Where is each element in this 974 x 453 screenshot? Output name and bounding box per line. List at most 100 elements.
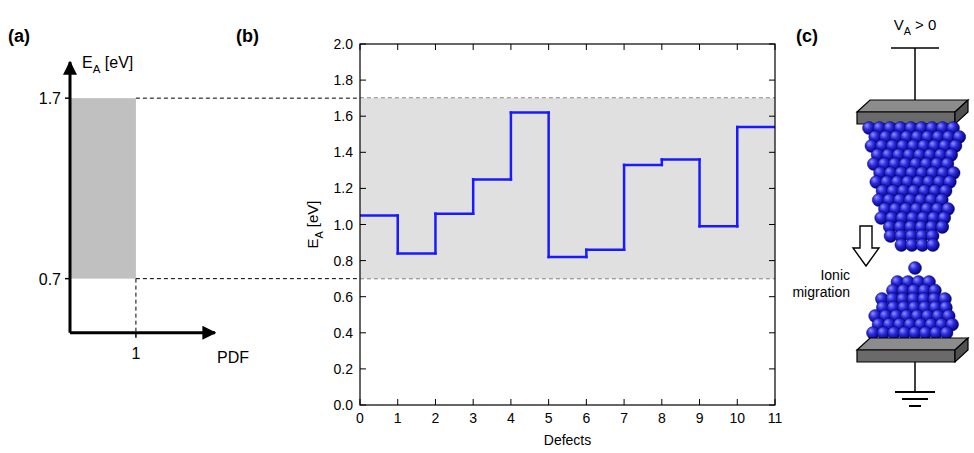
- step-riser: [698, 160, 701, 227]
- y-tick-label: 0.2: [334, 361, 354, 377]
- ground-symbol: [909, 405, 921, 407]
- y-tick-label: 1.4: [334, 144, 354, 160]
- x-tick-label: 7: [620, 410, 628, 426]
- x-tick-label: 4: [507, 410, 515, 426]
- step-segment: [737, 126, 775, 129]
- x-tick: [737, 44, 738, 50]
- arrow-label-line: Ionic: [820, 267, 850, 283]
- x-tick: [661, 44, 662, 50]
- x-tick-label: 3: [469, 410, 477, 426]
- y-tick: [360, 332, 366, 333]
- y-tick: [65, 278, 70, 280]
- y-tick-label: 0.4: [334, 325, 354, 341]
- y-tick: [769, 80, 775, 81]
- x-tick: [510, 399, 511, 405]
- y-tick-label: 1.0: [334, 217, 354, 233]
- x-tick: [360, 44, 361, 50]
- y-tick: [360, 116, 366, 117]
- arrow-label: Ionicmigration: [792, 267, 850, 300]
- x-tick: [135, 333, 137, 338]
- ground-wire: [914, 362, 916, 392]
- arrow-label-line: migration: [792, 284, 850, 300]
- y-axis-title-suffix: [eV]: [304, 200, 321, 231]
- x-tick: [586, 44, 587, 50]
- terminal-wire: [914, 48, 916, 100]
- step-segment: [662, 158, 700, 161]
- x-tick: [775, 399, 776, 405]
- plate-top: [857, 100, 968, 112]
- panel-a: (a)0.71.71EA [eV]PDF: [8, 26, 249, 366]
- y-axis-title: EA [eV]: [82, 54, 133, 75]
- y-tick-label: 0.0: [334, 397, 354, 413]
- x-tick-label: 1: [394, 410, 402, 426]
- y-axis-title-base: E: [304, 239, 321, 249]
- y-tick: [769, 368, 775, 369]
- x-tick-label: 2: [432, 410, 440, 426]
- step-segment: [473, 178, 511, 181]
- plate-side: [955, 338, 968, 362]
- step-segment: [624, 164, 662, 167]
- filament-bottom: [867, 276, 959, 340]
- y-tick: [360, 188, 366, 189]
- panel-b: (b)0.00.20.40.60.81.01.21.41.61.82.00123…: [236, 26, 782, 448]
- step-riser: [736, 127, 739, 226]
- y-tick: [360, 296, 366, 297]
- x-tick: [548, 399, 549, 405]
- y-tick-label: 1.2: [334, 180, 354, 196]
- y-tick: [360, 260, 366, 261]
- panel-letter: (b): [236, 26, 259, 46]
- x-tick: [435, 44, 436, 50]
- y-axis-title-base: E: [82, 54, 93, 71]
- voltage-label-base: V: [894, 16, 904, 33]
- step-segment: [398, 252, 436, 255]
- x-tick: [661, 399, 662, 405]
- y-tick: [360, 368, 366, 369]
- y-tick: [769, 224, 775, 225]
- y-axis-title: EA [eV]: [304, 200, 325, 248]
- y-tick: [769, 260, 775, 261]
- plot-frame: [360, 44, 775, 405]
- y-tick: [360, 224, 366, 225]
- y-tick-label: 2.0: [334, 36, 354, 52]
- range-band: [360, 98, 775, 279]
- x-tick: [624, 399, 625, 405]
- x-tick: [775, 44, 776, 50]
- migration-arrow: [853, 226, 879, 266]
- y-tick-label: 0.6: [334, 289, 354, 305]
- x-axis: [70, 331, 215, 334]
- x-tick-label: 11: [768, 410, 783, 426]
- y-tick-label: 1.7: [39, 90, 61, 107]
- voltage-label-suffix: > 0: [911, 16, 936, 33]
- step-segment: [360, 214, 398, 217]
- y-tick: [65, 97, 70, 99]
- y-axis: [69, 62, 72, 333]
- top-electrode: [857, 100, 968, 124]
- y-tick-label: 0.8: [334, 253, 354, 269]
- x-tick-label: 9: [696, 410, 704, 426]
- x-tick: [699, 44, 700, 50]
- x-tick: [435, 399, 436, 405]
- y-tick: [769, 44, 775, 45]
- plate-top: [857, 338, 968, 350]
- x-tick: [510, 44, 511, 50]
- x-tick-label: 8: [658, 410, 666, 426]
- y-tick: [360, 405, 366, 406]
- pdf-bar: [70, 98, 136, 279]
- y-tick: [769, 152, 775, 153]
- step-segment: [549, 256, 587, 259]
- x-axis-title: Defects: [544, 432, 591, 448]
- panel-c: (c)VA > 0Ionicmigration: [792, 16, 968, 406]
- step-riser: [547, 113, 550, 257]
- plot-area: [360, 98, 775, 279]
- plate-front: [857, 350, 955, 362]
- step-segment: [511, 111, 549, 114]
- atom: [909, 262, 922, 275]
- x-tick: [473, 44, 474, 50]
- step-riser: [434, 214, 437, 254]
- atom: [936, 221, 949, 234]
- y-tick: [360, 80, 366, 81]
- step-riser: [623, 165, 626, 250]
- y-tick-label: 1.8: [334, 72, 354, 88]
- ground-symbol: [902, 398, 928, 400]
- plate-side: [955, 100, 968, 124]
